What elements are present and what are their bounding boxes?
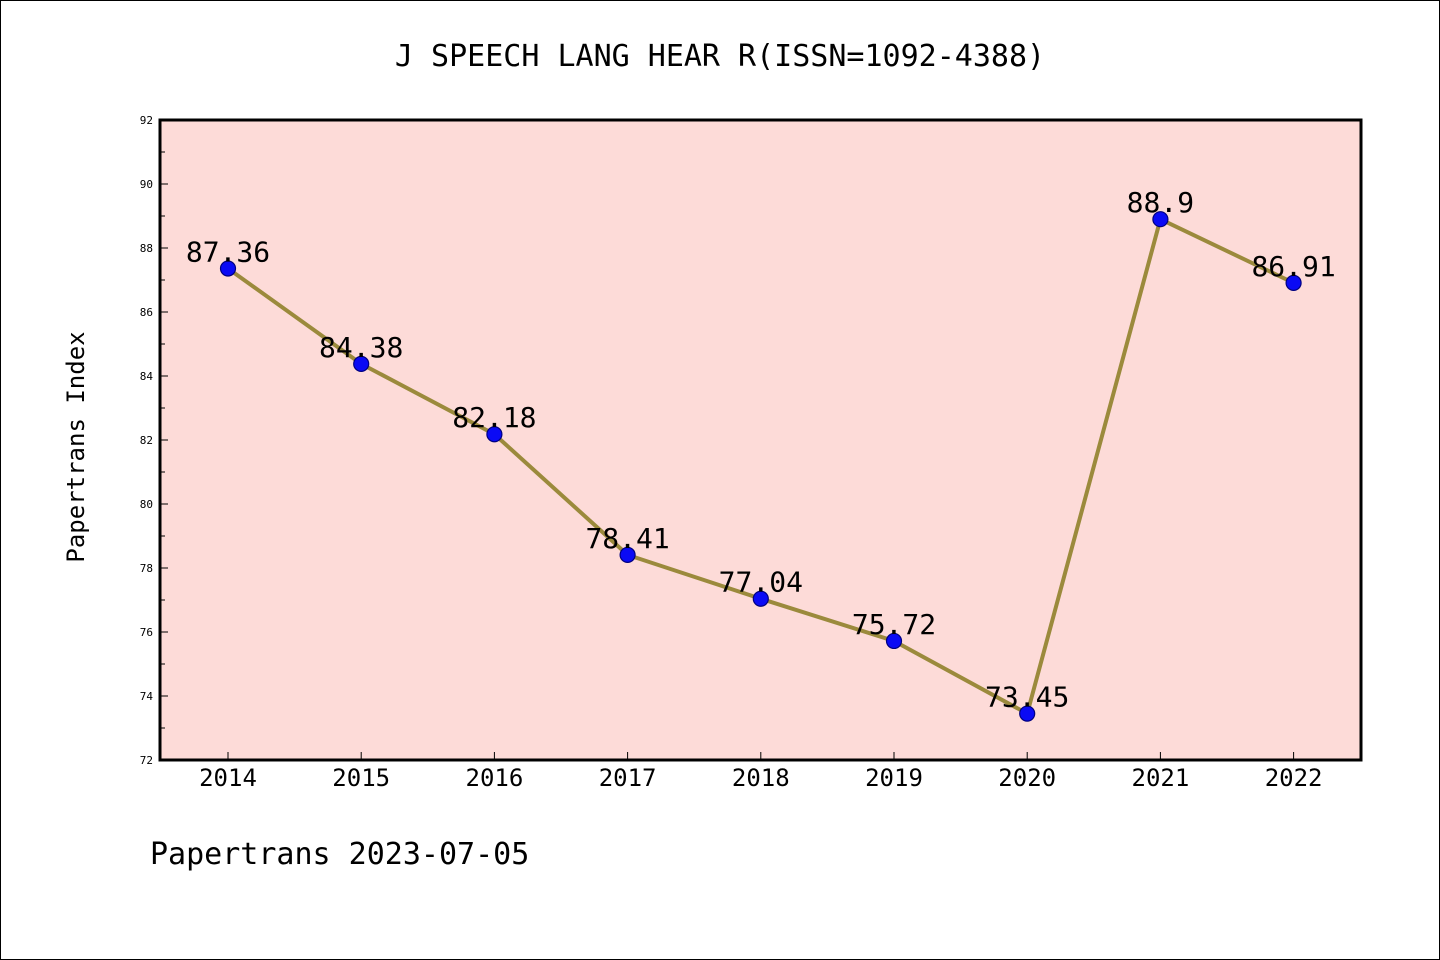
data-point [752, 590, 769, 607]
data-labels: 87.36 84.38 82.18 78.41 77.04 75.72 73.45 88.9 8… [186, 186, 1336, 713]
x-axis: 2014 2015 2016 2017 2018 2019 2020 2021 2022 [199, 752, 1322, 792]
y-tick-label: 88 [140, 242, 153, 255]
y-tick-label: 74 [140, 690, 154, 703]
data-label: 88.9 [1127, 186, 1194, 219]
footer-text: Papertrans 2023-07-05 [150, 837, 529, 872]
y-tick-label: 80 [140, 498, 153, 511]
y-tick-label: 90 [140, 178, 153, 191]
data-label: 73.45 [985, 681, 1069, 714]
y-tick-label: 92 [140, 114, 153, 127]
data-label: 77.04 [719, 566, 803, 599]
x-tick-label: 2021 [1132, 764, 1190, 792]
y-tick-label: 86 [140, 306, 153, 319]
x-tick-label: 2019 [865, 764, 923, 792]
data-point [486, 426, 503, 443]
data-label: 75.72 [852, 608, 936, 641]
x-tick-label: 2020 [998, 764, 1056, 792]
y-tick-label: 72 [140, 754, 153, 767]
x-tick-label: 2014 [199, 764, 257, 792]
y-axis-label: Papertrans Index [62, 331, 90, 562]
x-tick-label: 2018 [732, 764, 790, 792]
data-label: 87.36 [186, 235, 270, 268]
x-tick-label: 2015 [332, 764, 390, 792]
data-label: 86.91 [1251, 250, 1335, 283]
y-axis: 72 74 76 78 80 82 84 86 88 90 92 [140, 114, 168, 767]
data-point [1152, 211, 1169, 228]
data-label: 82.18 [452, 401, 536, 434]
x-tick-label: 2016 [466, 764, 524, 792]
y-tick-label: 84 [140, 370, 154, 383]
chart-title: J SPEECH LANG HEAR R(ISSN=1092-4388) [395, 39, 1045, 74]
data-label: 84.38 [319, 331, 403, 364]
data-point [619, 546, 636, 563]
data-points [219, 211, 1302, 722]
data-point [1285, 274, 1302, 291]
data-label: 78.41 [585, 522, 669, 555]
y-tick-label: 78 [140, 562, 153, 575]
data-point [1019, 705, 1036, 722]
data-point [353, 355, 370, 372]
data-point [885, 632, 903, 650]
y-tick-label: 76 [140, 626, 153, 639]
x-tick-label: 2022 [1265, 764, 1323, 792]
data-point [219, 260, 237, 277]
y-tick-label: 82 [140, 434, 153, 447]
x-tick-label: 2017 [599, 764, 657, 792]
plot-border [158, 118, 1363, 762]
